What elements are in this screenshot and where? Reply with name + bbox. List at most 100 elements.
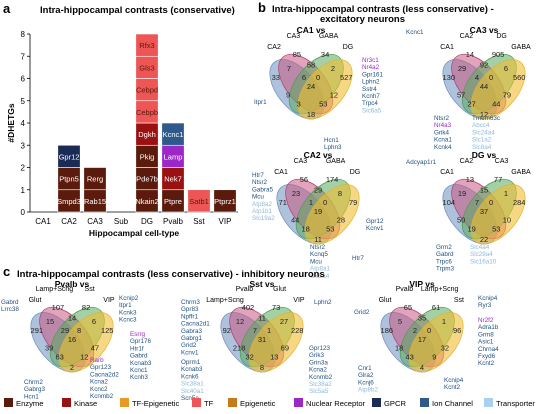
venn-set-label: CA3 [294, 158, 308, 165]
venn-count: 85 [293, 50, 301, 59]
venn-count: 33 [272, 73, 280, 82]
venn-count: 92 [223, 326, 231, 335]
venn-count: 107 [52, 303, 65, 312]
venn-count: 174 [326, 175, 339, 184]
venn-count: 27 [280, 317, 288, 326]
panel-a-letter: a [3, 1, 11, 16]
venn-count: 44 [291, 216, 299, 225]
venn-set-label: CA1 [440, 169, 454, 176]
legend-label: Transporter [496, 399, 535, 408]
gene-label: Cacna2d1 [181, 321, 210, 328]
venn-count: 130 [443, 73, 456, 82]
venn-count: 16 [68, 335, 76, 344]
venn-title: DG vs [472, 150, 497, 160]
gene-label: Kcna2 [309, 367, 327, 374]
venn-set-label: Lamp+Scng [206, 297, 244, 304]
gene-label: Atp8a1 [310, 266, 330, 273]
gene-label: Kcnip4 [444, 377, 464, 384]
legend-label: Ion Channel [432, 399, 473, 408]
x-tick-label: CA1 [35, 217, 51, 226]
venn-count: 291 [31, 326, 44, 335]
venn-count: 8 [260, 363, 264, 372]
venn-set-label: Sst [85, 286, 95, 293]
bar-segment [57, 144, 81, 168]
venn-count: 6 [504, 64, 508, 73]
gene-label: Slc1a2 [472, 137, 492, 144]
venn-count: 28 [337, 216, 345, 225]
venn-set-label: CA1 [440, 44, 454, 51]
gene-label: Htr7 [352, 255, 364, 262]
venn-count: 44 [492, 99, 500, 108]
bar-segment-label: Cebpd [136, 86, 158, 95]
venn-set-label: DG [350, 169, 361, 176]
gene-label: Kcnk3 [119, 309, 137, 316]
venn-count: 0 [427, 326, 431, 335]
gene-label: Trpc4 [362, 100, 378, 107]
bar-segment-label: Nek7 [164, 175, 182, 184]
bar-segment-label: Ptpre [164, 197, 182, 206]
legend-swatch [62, 398, 71, 407]
gene-label: Grm8 [478, 331, 494, 338]
venn-count: 527 [340, 73, 353, 82]
gene-label: Gpr176 [130, 338, 152, 345]
venn-count: 29 [61, 326, 69, 335]
gene-label: Mcu [252, 194, 264, 201]
legend-swatch [192, 398, 201, 407]
gene-label: Mcu [310, 258, 322, 265]
venn-title: CA1 vs [297, 25, 326, 35]
venn-count: 218 [233, 344, 246, 353]
gene-label: Gpr83 [181, 306, 199, 313]
venn-count: 24 [307, 82, 315, 91]
gene-label: Gabrg1 [181, 335, 203, 342]
venn-set-label: CA2 [267, 44, 281, 51]
venn-count: 43 [406, 352, 414, 361]
venn-count: 4 [420, 363, 424, 372]
bar-segment-label: Lamp [164, 152, 183, 161]
venn-count: 82 [82, 303, 90, 312]
gene-label: Kcnq5 [310, 251, 328, 258]
venn-count: 32 [246, 352, 254, 361]
gene-label: Slc4a4 [470, 244, 490, 251]
bar-segment-label: Rerg [87, 175, 103, 184]
gene-label: Htr1f [130, 345, 144, 352]
venn-count: 12 [80, 352, 88, 361]
venn-count: 0 [489, 73, 493, 82]
gene-label: Tmem63c [472, 115, 500, 122]
gene-label: Lphn2 [314, 299, 332, 306]
legend-swatch [484, 398, 493, 407]
venn-count: 2 [70, 363, 74, 372]
y-tick-label: 0 [21, 208, 26, 217]
venn-count: 92 [480, 61, 488, 70]
venn-count: 47 [91, 344, 99, 353]
gene-label: Nr2f2 [478, 317, 494, 324]
gene-label: Slc5a4 [310, 273, 330, 280]
gene-label: Gabra3 [181, 328, 203, 335]
venn-count: 6 [92, 317, 96, 326]
venn-count: 0 [489, 198, 493, 207]
venn-count: 402 [242, 303, 255, 312]
gene-label: Chrna4 [478, 346, 499, 353]
gene-label: Oprm1 [181, 359, 201, 366]
venn-set-ellipse [297, 59, 353, 120]
venn-count: 560 [513, 73, 526, 82]
venn-count: 18 [302, 224, 310, 233]
gene-label: Chrm2 [24, 379, 43, 386]
venn-ca1: CA1 vs CA2 CA3 GABA DG 33 85 34 527 7 58 2 6 0 9 24 12 3 5… [254, 25, 384, 151]
venn-count: 77 [494, 175, 502, 184]
gene-label: Grm2 [436, 244, 452, 251]
venn-count: 53 [319, 99, 327, 108]
gene-label: Gabrg3 [24, 386, 46, 393]
panel-b-subtitle: excitatory neurons [320, 14, 405, 25]
gene-label: Kcnc3 [119, 317, 137, 324]
venn-count: 12 [480, 110, 488, 119]
gene-label: Nr3c1 [362, 57, 379, 64]
venn-count: 29 [314, 186, 322, 195]
venn-set-ellipse [470, 184, 526, 245]
gene-label: Atp8a2 [252, 201, 272, 208]
x-axis-title: Hippocampal cell-type [89, 228, 179, 238]
venn-set-label: GABA [511, 169, 531, 176]
gene-label: Atp8b2 [358, 387, 378, 394]
venn-count: 18 [395, 344, 403, 353]
gene-label: Kcnab3 [181, 366, 203, 373]
